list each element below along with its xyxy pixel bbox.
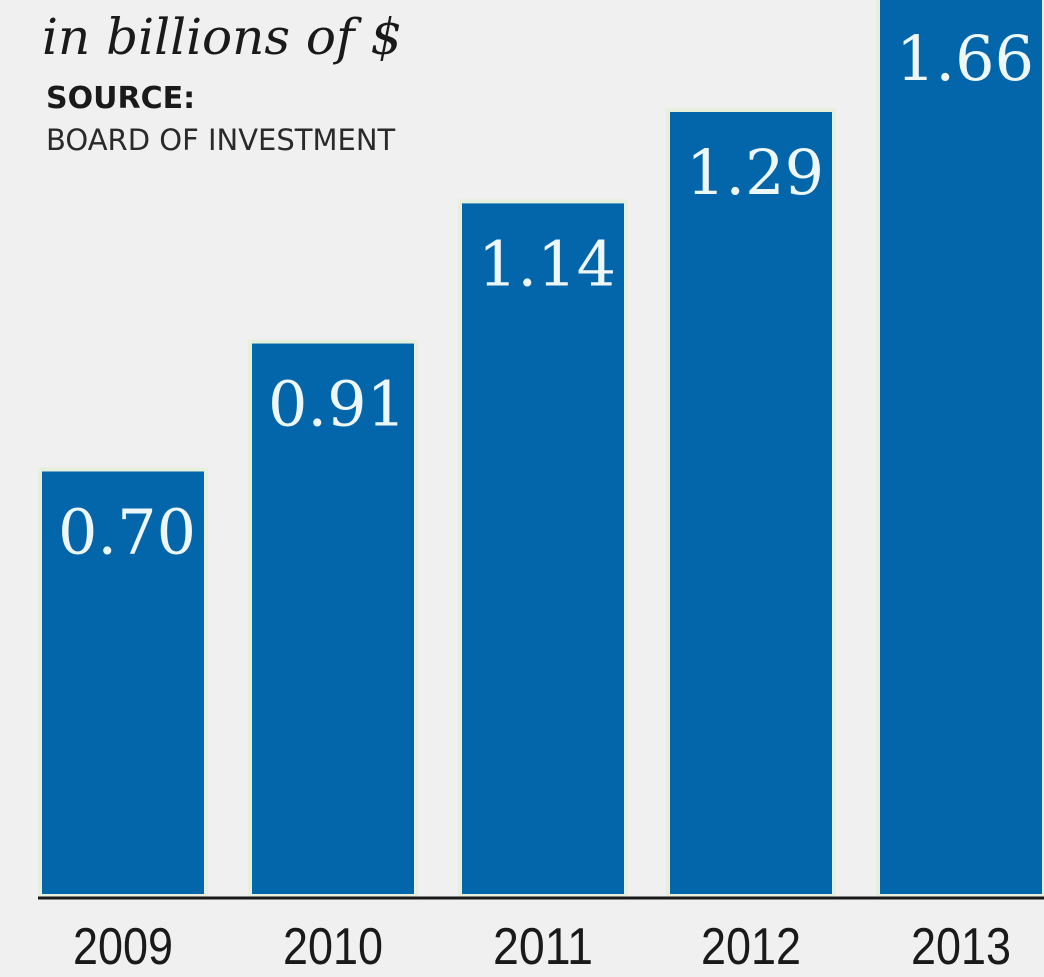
bar-value-label-2012: 1.29 bbox=[686, 136, 824, 209]
bar-value-label-2011: 1.14 bbox=[478, 227, 616, 300]
source-text: BOARD OF INVESTMENT bbox=[46, 123, 396, 157]
source-heading: SOURCE: bbox=[46, 81, 195, 116]
bar-value-label-2013: 1.66 bbox=[896, 22, 1034, 95]
x-tick-label-2012: 2012 bbox=[701, 918, 801, 976]
x-tick-label-2011: 2011 bbox=[493, 918, 593, 976]
bar-value-label-2010: 0.91 bbox=[268, 368, 406, 441]
bar-2013 bbox=[876, 0, 1044, 898]
bar-2011 bbox=[458, 199, 628, 899]
chart-subtitle: in billions of $ bbox=[42, 8, 402, 66]
x-tick-label-2010: 2010 bbox=[283, 918, 383, 976]
x-tick-label-2009: 2009 bbox=[73, 918, 173, 976]
bar-2010 bbox=[248, 339, 418, 898]
x-tick-label-2013: 2013 bbox=[911, 918, 1011, 976]
bar-value-label-2009: 0.70 bbox=[58, 495, 196, 568]
bar-2012 bbox=[666, 108, 836, 898]
bars-group: 0.70 0.91 1.14 1.29 1.66 bbox=[38, 0, 1044, 899]
x-tick-labels: 2009 2010 2011 2012 2013 bbox=[73, 918, 1011, 976]
bar-2009 bbox=[38, 467, 208, 898]
